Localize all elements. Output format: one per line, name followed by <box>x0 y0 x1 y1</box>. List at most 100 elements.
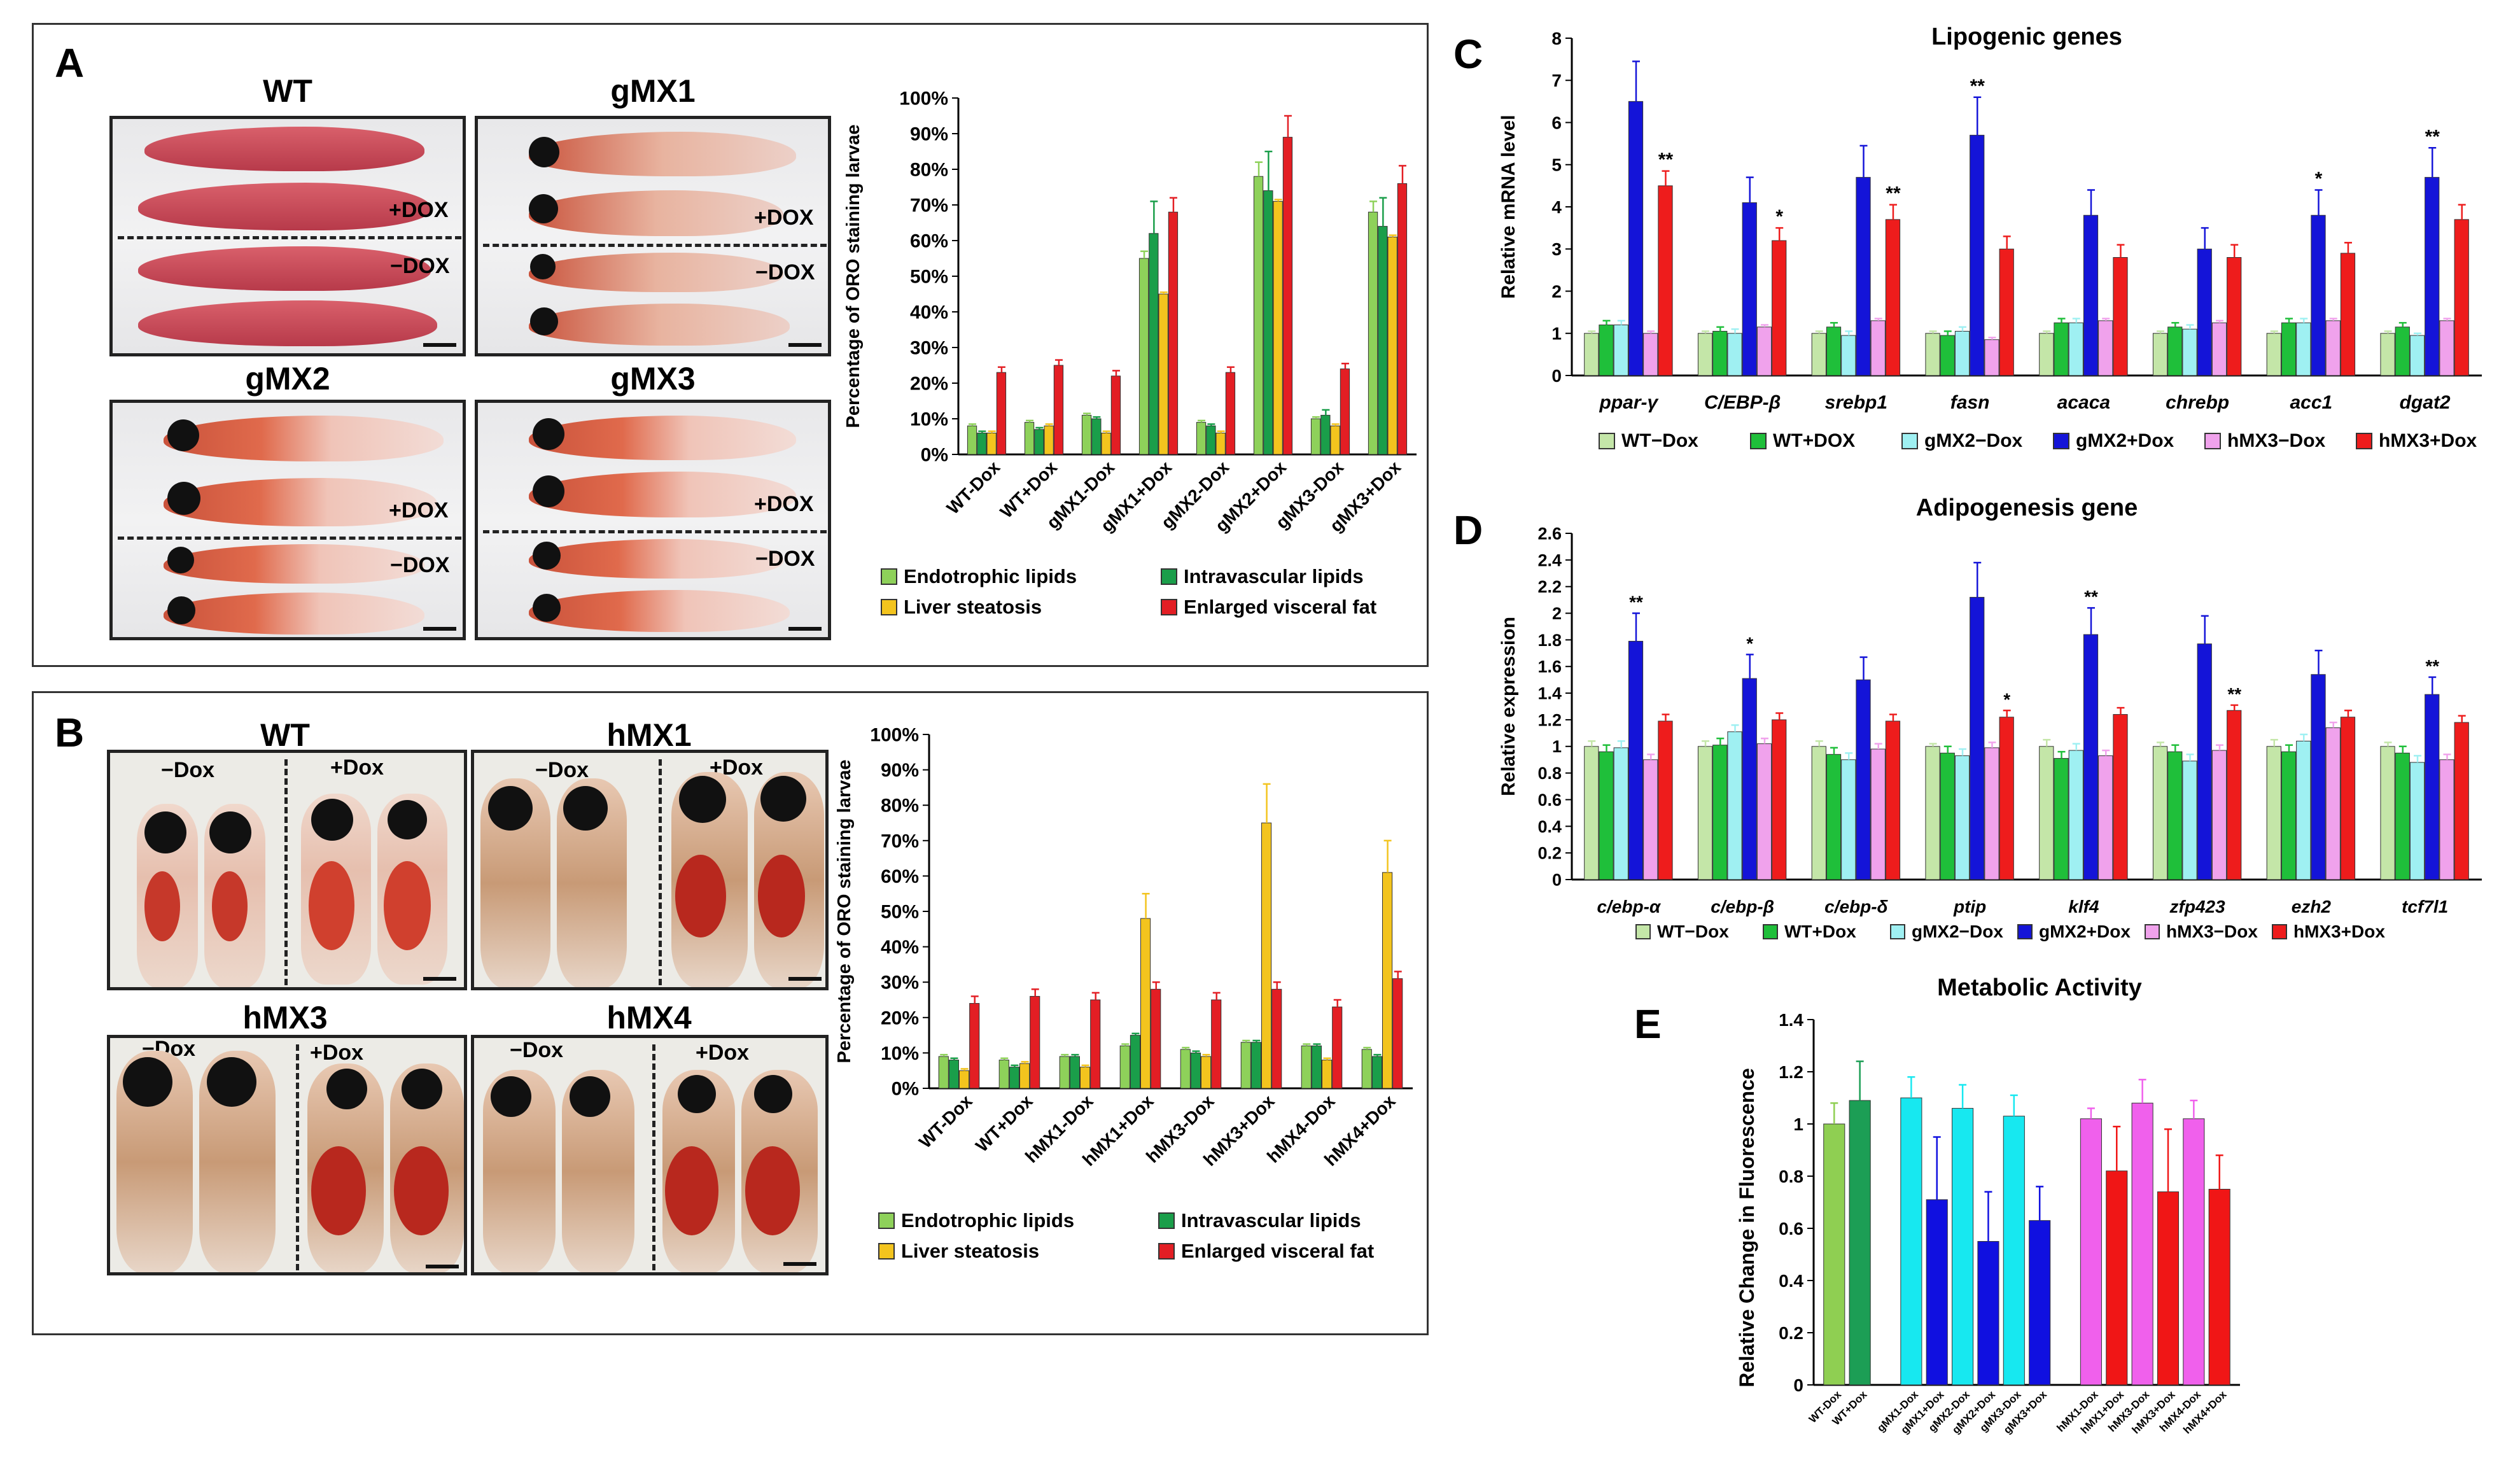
bar <box>1885 720 1901 880</box>
larva-eye <box>167 596 195 624</box>
bar <box>2211 322 2227 376</box>
bar <box>2083 214 2099 376</box>
y-tick-label: 10% <box>881 1043 919 1064</box>
bar <box>1925 746 1940 880</box>
y-tick-label: 0.2 <box>1779 1323 1803 1343</box>
bar <box>2227 257 2242 376</box>
bar <box>1727 731 1742 880</box>
bar <box>1190 1052 1201 1089</box>
bar <box>1119 1045 1130 1089</box>
bar <box>1158 293 1168 455</box>
bar <box>1392 978 1403 1089</box>
larva-shape <box>529 590 790 632</box>
legend-item: WT+DOX <box>1750 430 1855 452</box>
bar <box>998 1060 1009 1089</box>
larva-eye <box>533 475 564 507</box>
bar <box>1658 185 1673 376</box>
bar <box>2182 761 2197 880</box>
bar <box>1069 1056 1081 1089</box>
bar <box>2208 1189 2230 1386</box>
y-tick-label: 20% <box>881 1007 919 1028</box>
photo-title-hmx1: hMX1 <box>606 717 692 753</box>
legend-item: hMX3−Dox <box>2204 430 2325 452</box>
bar <box>1925 333 1940 376</box>
larva-shape <box>164 478 437 526</box>
divider-line <box>284 759 288 985</box>
y-tick-label: 40% <box>910 302 948 323</box>
legend-item: Endotrophic lipids <box>881 565 1077 588</box>
larva-shape <box>529 539 783 579</box>
bar <box>1643 333 1658 376</box>
bar <box>2054 758 2069 880</box>
bar <box>2311 214 2326 376</box>
bar <box>2211 750 2227 880</box>
y-tick-label: 90% <box>881 760 919 781</box>
photo-gmx3-larvae: +DOX −DOX <box>475 400 831 640</box>
y-tick-label: 1.2 <box>1537 710 1562 729</box>
scale-bar <box>423 977 456 981</box>
bar <box>2157 1191 2180 1386</box>
legend-swatch <box>1161 599 1177 615</box>
minus-dox-label: −DOX <box>755 260 815 284</box>
legend-d: WT−Dox WT+Dox gMX2−Dox gMX2+Dox hMX3−Dox hMX3… <box>1635 922 2520 953</box>
legend-item: hMX3+Dox <box>2356 430 2477 452</box>
bar <box>1080 1067 1091 1089</box>
bar <box>1225 372 1236 455</box>
legend-swatch <box>878 1212 895 1229</box>
bar <box>1658 720 1673 880</box>
bar <box>1149 233 1159 455</box>
legend-label: gMX2−Dox <box>1924 430 2023 451</box>
x-tick-label: klf4 <box>2068 897 2099 916</box>
legend-swatch <box>881 599 897 615</box>
legend-c: WT−Dox WT+DOX gMX2−Dox gMX2+Dox hMX3−Dox hMX3… <box>1599 430 2489 462</box>
bar <box>1772 240 1787 376</box>
bar <box>2039 333 2054 376</box>
bar <box>1310 418 1321 455</box>
bar <box>2266 333 2281 376</box>
y-tick-label: 70% <box>910 195 948 216</box>
larva-shape <box>529 190 783 236</box>
bar <box>969 1003 980 1089</box>
larva-shape <box>164 544 424 584</box>
bar <box>1322 1060 1333 1089</box>
y-tick-label: 80% <box>910 160 948 181</box>
larva-gut <box>311 1146 366 1235</box>
bar <box>2395 752 2410 880</box>
bar <box>1826 326 1842 376</box>
bar <box>2380 746 2395 880</box>
bar <box>2106 1170 2128 1386</box>
y-tick-label: 6 <box>1551 113 1562 132</box>
bar <box>1110 376 1121 455</box>
photo-wt-larvae: −Dox +Dox <box>107 750 467 990</box>
y-tick-label: 3 <box>1551 239 1562 259</box>
larva-eye <box>167 419 199 451</box>
bar <box>1282 137 1293 455</box>
bar <box>1841 759 1856 880</box>
legend-label: WT−Dox <box>1621 430 1698 451</box>
larva-eye <box>530 254 556 279</box>
y-tick-label: 0% <box>892 1079 919 1100</box>
legend-item: Liver steatosis <box>878 1240 1039 1263</box>
bar <box>2003 1116 2025 1386</box>
chart-b-ororo-staining: 0% 10% 20% 30% 40% 50% 60% 70% 80% 90% 100% WT-DoxW… <box>834 725 1413 1170</box>
photo-hmx3-larvae: −Dox +Dox <box>107 1035 467 1275</box>
bar <box>1138 258 1149 455</box>
legend-swatch <box>2053 433 2069 449</box>
minus-dox-label: −DOX <box>390 553 450 577</box>
bar <box>1378 226 1388 455</box>
legend-item: gMX2−Dox <box>1890 922 2003 942</box>
y-tick-label: 1 <box>1551 324 1562 344</box>
bar <box>996 372 1007 455</box>
significance-marker: ** <box>1886 183 1901 204</box>
legend-label: Enlarged visceral fat <box>1181 1240 1375 1262</box>
significance-marker: ** <box>1629 593 1643 612</box>
bar <box>1371 1056 1382 1089</box>
larva-eye <box>388 800 427 839</box>
bar <box>2325 320 2341 376</box>
larva-gut <box>675 855 726 937</box>
legend-item: WT−Dox <box>1635 922 1729 942</box>
larva-eye <box>326 1069 367 1109</box>
plus-dox-label: +DOX <box>754 492 814 516</box>
y-tick-label: 2 <box>1552 604 1562 623</box>
y-tick-label: 8 <box>1551 29 1562 48</box>
